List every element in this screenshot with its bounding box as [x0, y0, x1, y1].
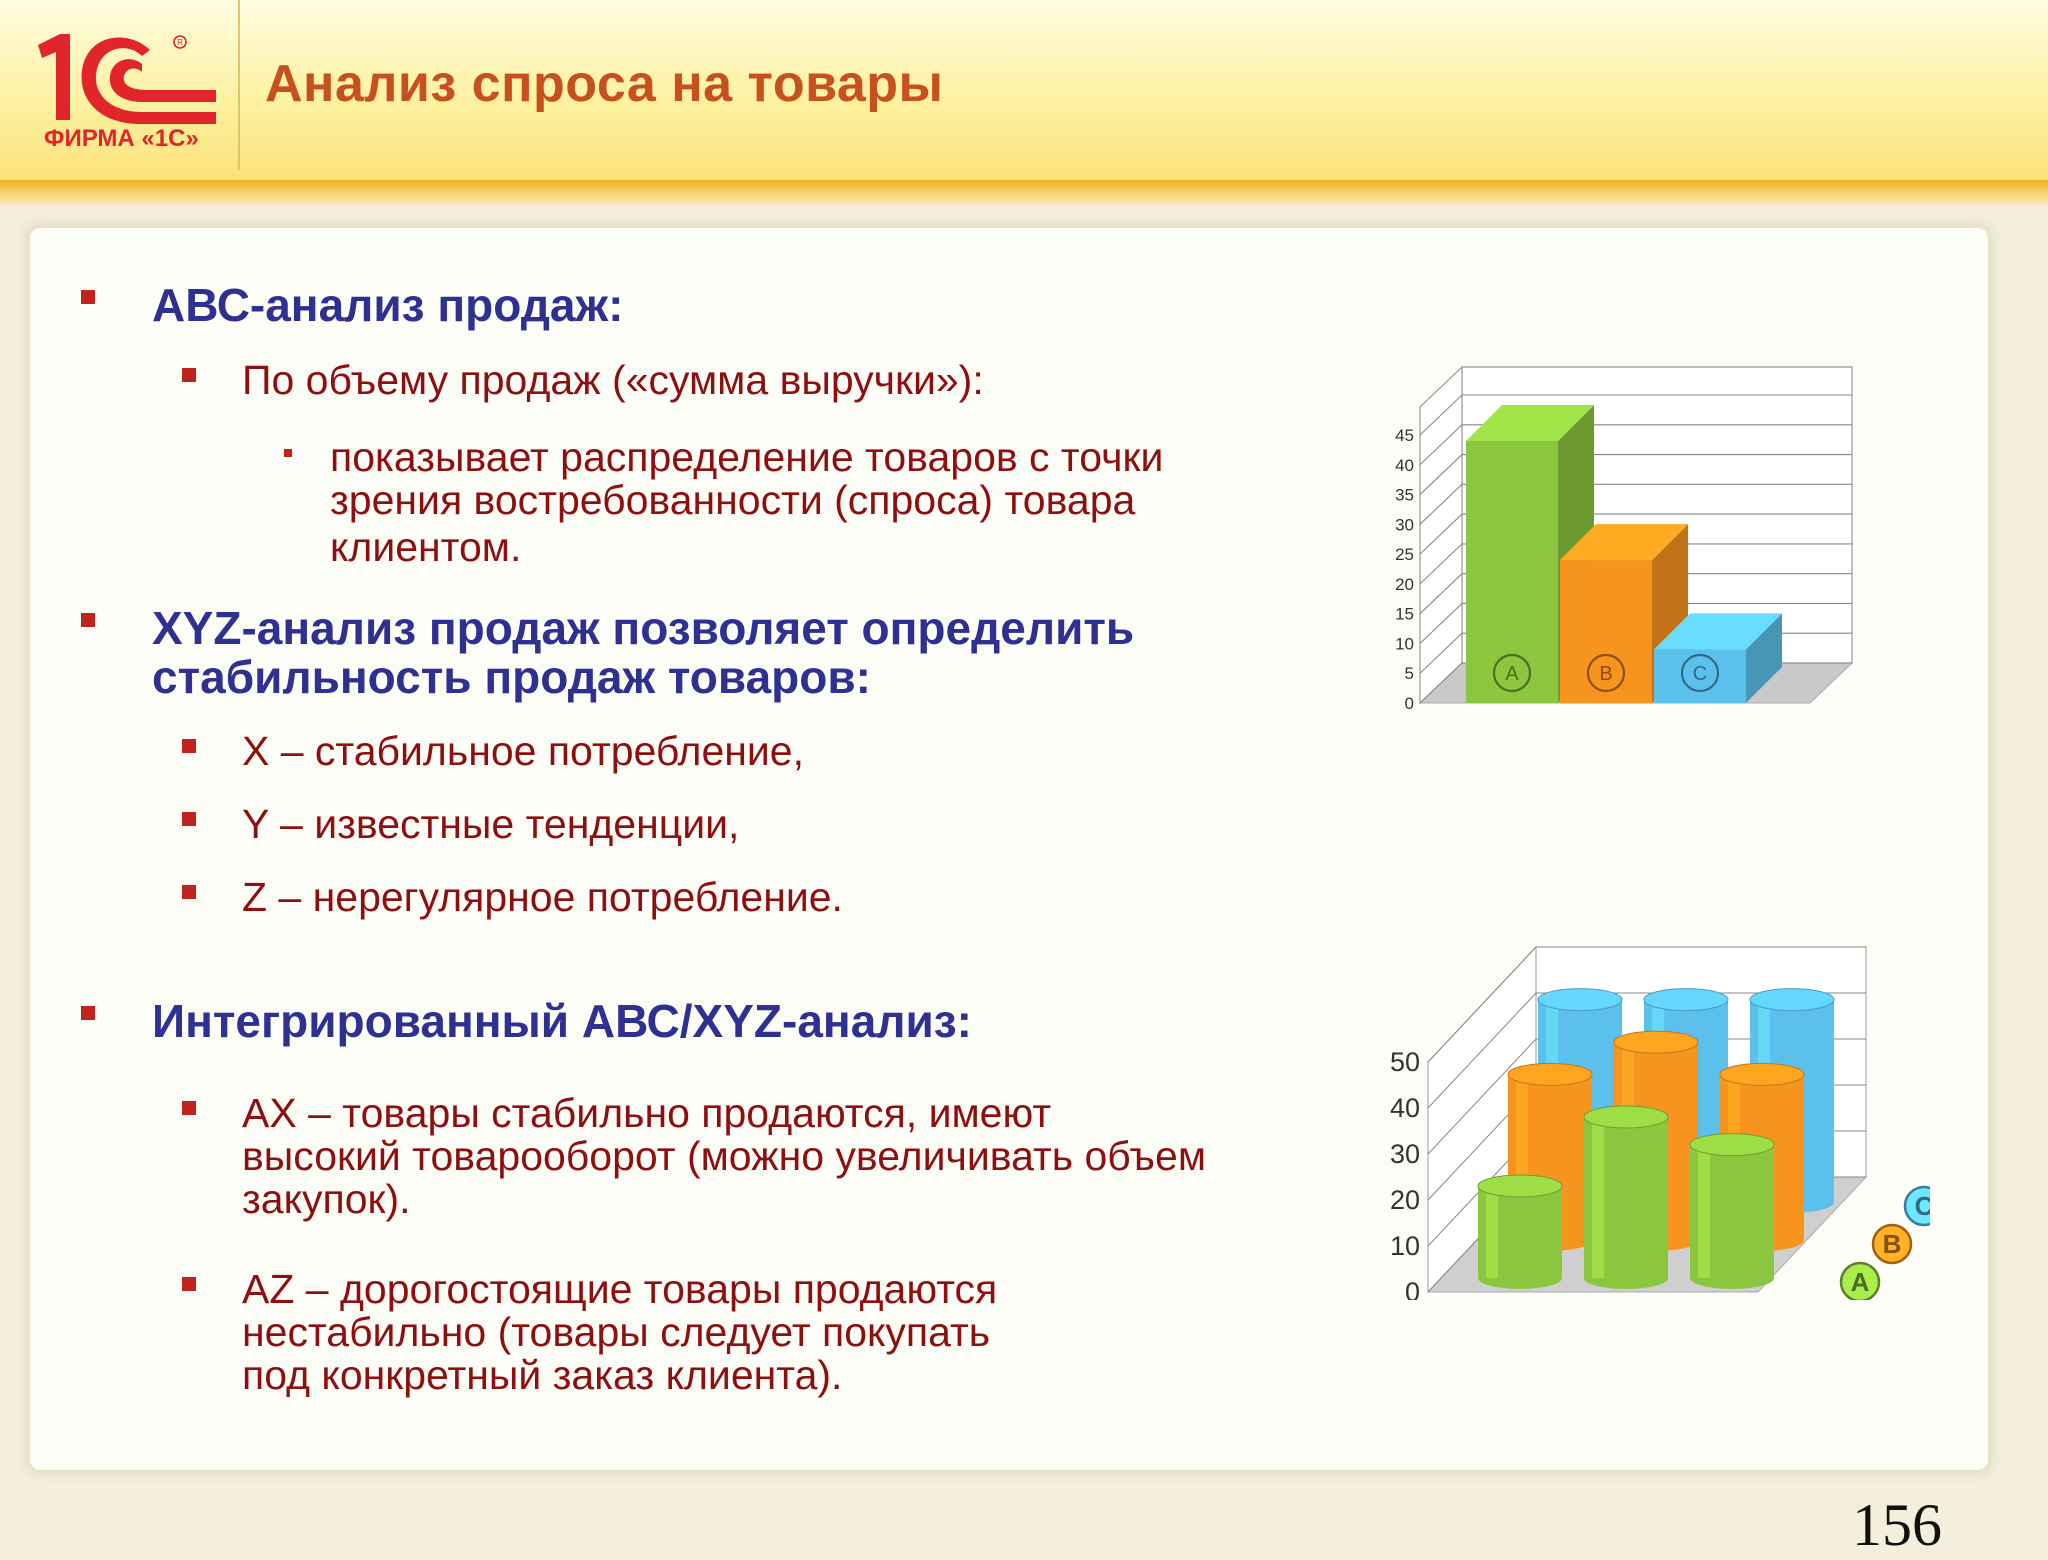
- bullet: [81, 613, 95, 627]
- y-tick-label: 20: [1395, 575, 1414, 594]
- abc-heading: АВС-анализ продаж:: [152, 279, 624, 331]
- y-tick-label: 40: [1390, 1093, 1420, 1123]
- series-label: B: [1883, 1229, 1902, 1259]
- abc-xyz-cylinder-chart: 0 10 20 30 40 50 CBA: [1390, 945, 1930, 1300]
- gridline: [1427, 946, 1866, 1063]
- category-label: C: [1693, 663, 1707, 685]
- abc-detail-line: клиентом.: [330, 524, 522, 570]
- gridline: [1419, 573, 1852, 615]
- gridline: [1419, 454, 1852, 495]
- category-badge: [1586, 653, 1626, 693]
- y-tick-label: 45: [1395, 426, 1414, 445]
- bullet: [182, 1101, 196, 1115]
- bullet: [284, 449, 292, 457]
- slide-title: Анализ спроса на товары: [265, 55, 944, 113]
- series-badge: [1871, 1223, 1913, 1265]
- logo-caption: ФИРМА «1С»: [44, 125, 199, 152]
- abc-detail-line: зрения востребованности (спроса) товара: [330, 477, 1136, 523]
- gridline: [1419, 424, 1852, 466]
- y-tick-label: 5: [1405, 664, 1414, 683]
- 1c-logo: R ФИРМА «1С»: [38, 34, 216, 152]
- gridline: [1419, 513, 1852, 555]
- ax-line: закупок).: [242, 1176, 411, 1222]
- category-label: A: [1505, 663, 1519, 685]
- xyz-item: Z – нерегулярное потребление.: [242, 874, 843, 920]
- cylinder-highlight: [1486, 1186, 1498, 1278]
- cylinder-top: [1583, 1105, 1669, 1129]
- y-tick-label: 15: [1395, 605, 1414, 624]
- bar-b: [1560, 560, 1652, 703]
- cylinder-top: [1477, 1174, 1563, 1198]
- az-line: АZ – дорогостоящие товары продаются: [242, 1266, 998, 1312]
- y-tick-label: 50: [1390, 1047, 1420, 1077]
- abc-bar-chart: 0 5 10 15 20 25 30 35 40 45 A B C: [1395, 365, 1854, 713]
- cylinder-body: [1584, 1117, 1668, 1289]
- gridline: [1419, 543, 1852, 585]
- cylinder-top: [1613, 1030, 1699, 1054]
- bullet: [81, 1006, 95, 1020]
- az-line: нестабильно (товары следует покупать: [242, 1309, 991, 1355]
- cylinder-body: [1690, 1144, 1774, 1289]
- ax-line: высокий товарооборот (можно увеличивать …: [242, 1133, 1207, 1179]
- cylinder-top: [1689, 1133, 1775, 1157]
- bar-side: [1746, 613, 1782, 703]
- bar-top: [1560, 524, 1688, 561]
- header-divider: [0, 180, 2048, 206]
- category-badge: [1680, 653, 1720, 693]
- bar-top: [1466, 404, 1594, 441]
- logo-separator: [238, 0, 240, 170]
- cylinder-highlight: [1698, 1144, 1710, 1278]
- bullet: [182, 739, 196, 753]
- integrated-heading: Интегрированный АВС/XYZ-анализ:: [152, 995, 972, 1047]
- bar-a: [1466, 440, 1558, 703]
- az-line: под конкретный заказ клиента).: [242, 1352, 843, 1398]
- abc-sub: По объему продаж («сумма выручки»):: [242, 357, 984, 403]
- gridline: [1419, 483, 1852, 525]
- cylinder-highlight: [1592, 1117, 1604, 1278]
- header-band: [0, 0, 2048, 180]
- xyz-heading-line: стабильность продаж товаров:: [152, 651, 871, 703]
- xyz-item: X – стабильное потребление,: [242, 728, 804, 774]
- cylinder-top: [1643, 988, 1729, 1012]
- cylinder-body: [1478, 1186, 1562, 1289]
- y-tick-label: 10: [1390, 1231, 1420, 1261]
- series-label: A: [1851, 1267, 1870, 1297]
- cylinder-top: [1719, 1062, 1805, 1086]
- series-badge: [1903, 1185, 1930, 1227]
- bullet: [182, 368, 196, 382]
- gridline: [1427, 992, 1866, 1109]
- y-tick-label: 25: [1395, 545, 1414, 564]
- gridline: [1419, 394, 1852, 436]
- y-tick-label: 20: [1390, 1185, 1420, 1215]
- xyz-item: Y – известные тенденции,: [242, 801, 740, 847]
- series-badge: [1839, 1261, 1881, 1300]
- cylinder-top: [1537, 988, 1623, 1012]
- category-label: B: [1599, 663, 1612, 685]
- abc-detail-line: показывает распределение товаров с точки: [330, 434, 1164, 480]
- xyz-heading-line: XYZ-анализ продаж позволяет определить: [152, 602, 1135, 654]
- bullet: [81, 290, 95, 304]
- bar-c: [1654, 649, 1746, 703]
- cylinder-top: [1507, 1062, 1593, 1086]
- page-number: 156: [1852, 1492, 1942, 1558]
- bullet: [182, 885, 196, 899]
- y-tick-label: 30: [1395, 515, 1414, 534]
- bar-top: [1654, 613, 1782, 650]
- y-tick-label: 40: [1395, 456, 1414, 475]
- cylinder-top: [1749, 988, 1835, 1012]
- y-tick-label: 30: [1390, 1139, 1420, 1169]
- svg-text:R: R: [177, 38, 183, 47]
- ax-line: АХ – товары стабильно продаются, имеют: [242, 1090, 1052, 1136]
- y-tick-label: 35: [1395, 486, 1414, 505]
- y-tick-label: 10: [1395, 634, 1414, 653]
- gridline: [1419, 602, 1852, 644]
- category-badge: [1492, 653, 1532, 693]
- bullet: [182, 812, 196, 826]
- y-tick-label: 0: [1405, 694, 1414, 713]
- bullet: [182, 1277, 196, 1291]
- series-label: C: [1915, 1191, 1930, 1221]
- y-tick-label: 0: [1405, 1277, 1420, 1300]
